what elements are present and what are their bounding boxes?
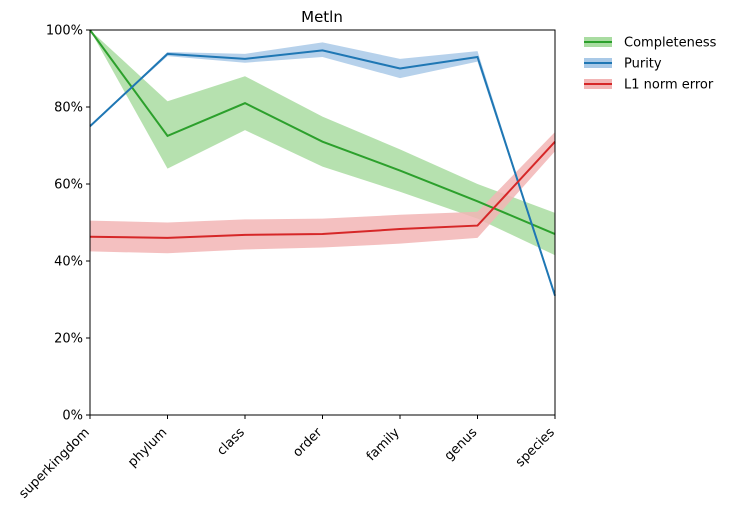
legend: Completeness Purity L1 norm error bbox=[584, 36, 717, 93]
y-tick-label: 80% bbox=[54, 101, 83, 116]
y-tick-label: 0% bbox=[62, 409, 83, 424]
legend-label: Completeness bbox=[624, 36, 717, 51]
x-tick-label: phylum bbox=[125, 425, 170, 470]
y-tick-label: 40% bbox=[54, 255, 83, 270]
legend-item-purity: Purity bbox=[584, 57, 662, 72]
x-tick-label: superkingdom bbox=[16, 425, 92, 501]
x-axis: superkingdom phylum class order family genus s… bbox=[16, 415, 558, 502]
legend-label: Purity bbox=[624, 57, 662, 72]
purity-line bbox=[89, 49, 556, 296]
legend-label: L1 norm error bbox=[624, 78, 714, 93]
y-tick-label: 20% bbox=[54, 332, 83, 347]
completeness-line bbox=[89, 29, 556, 235]
l1-norm-error-line bbox=[89, 140, 556, 239]
x-tick-label: species bbox=[513, 425, 558, 470]
y-tick-label: 100% bbox=[46, 24, 83, 39]
legend-item-completeness: Completeness bbox=[584, 36, 717, 51]
legend-item-l1-norm-error: L1 norm error bbox=[584, 78, 714, 93]
x-tick-label: genus bbox=[442, 425, 481, 464]
chart-title: Metln bbox=[301, 8, 343, 26]
l1-norm-error-band bbox=[90, 132, 555, 254]
y-tick-label: 60% bbox=[54, 178, 83, 193]
series-lines bbox=[89, 29, 556, 296]
y-axis: 0% 20% 40% 60% 80% 100% bbox=[46, 24, 90, 424]
x-tick-label: family bbox=[364, 425, 403, 464]
x-tick-label: class bbox=[214, 425, 248, 459]
x-tick-label: order bbox=[290, 425, 326, 461]
error-bands bbox=[90, 30, 555, 296]
